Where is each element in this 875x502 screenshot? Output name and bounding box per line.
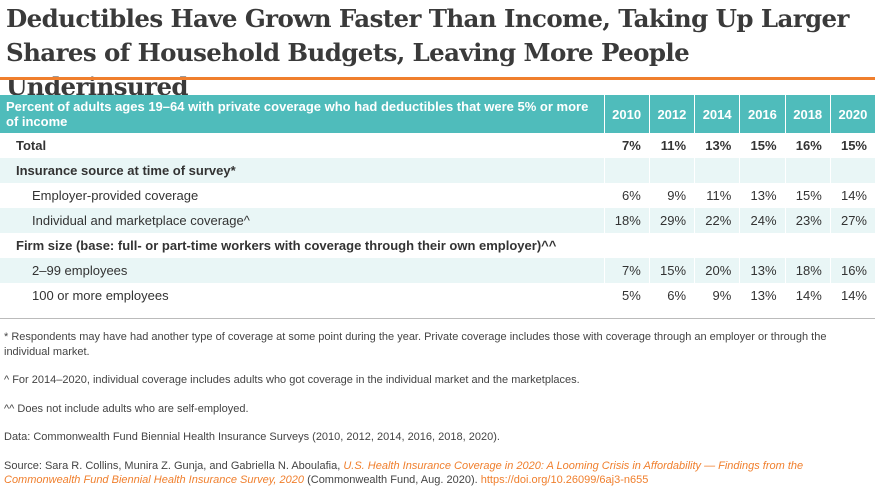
value-cell (603, 158, 650, 183)
row-label: 2–99 employees (0, 258, 604, 283)
value-cell: 15% (829, 133, 875, 158)
value-cell (739, 233, 786, 258)
value-cell: 15% (648, 258, 695, 283)
doi-link[interactable]: https://doi.org/10.26099/6aj3-n655 (480, 474, 649, 486)
footnote-2: ^ For 2014–2020, individual coverage inc… (4, 374, 580, 386)
value-cell: 24% (739, 208, 786, 233)
value-cell (694, 158, 740, 183)
value-cell: 14% (829, 183, 875, 208)
row-label: Firm size (base: full- or part-time work… (16, 238, 557, 253)
value-cell: 9% (694, 283, 740, 308)
value-cell: 13% (694, 133, 740, 158)
value-cell: 6% (603, 183, 650, 208)
year-header: 2010 (603, 95, 650, 133)
footnote-3: ^^ Does not include adults who are self-… (4, 402, 249, 415)
table-row: 2–99 employees 7% 15% 20% 13% 18% 16% (0, 258, 875, 283)
value-cell (603, 233, 650, 258)
row-label: Total (16, 138, 47, 153)
source-note: Source: Sara R. Collins, Munira Z. Gunja… (4, 459, 870, 488)
table-row: Insurance source at time of survey* (0, 158, 875, 183)
footnotes: * Respondents may have had another type … (4, 330, 870, 502)
value-cell: 15% (784, 183, 831, 208)
header-row: Percent of adults ages 19–64 with privat… (0, 95, 875, 133)
value-cell: 18% (784, 258, 831, 283)
table-row: 100 or more employees 5% 6% 9% 13% 14% 14% (0, 283, 875, 308)
row-label: Insurance source at time of survey* (0, 158, 604, 183)
chart-title: Deductibles Have Grown Faster Than Incom… (6, 2, 875, 104)
title-rule (0, 77, 875, 80)
table-row: Firm size (base: full- or part-time work… (0, 233, 875, 258)
value-cell: 23% (784, 208, 831, 233)
value-cell (784, 158, 831, 183)
value-cell (739, 158, 786, 183)
table-row: Individual and marketplace coverage^ 18% 2… (0, 208, 875, 233)
value-cell: 22% (694, 208, 740, 233)
value-cell: 13% (739, 258, 786, 283)
source-prefix: Source: Sara R. Collins, Munira Z. Gunja… (4, 459, 344, 472)
table-row: Total 7% 11% 13% 15% 16% 15% (0, 133, 875, 158)
value-cell: 5% (603, 283, 650, 308)
value-cell (829, 233, 875, 258)
value-cell: 14% (784, 283, 831, 308)
source-suffix: (Commonwealth Fund, Aug. 2020). (304, 474, 481, 486)
table-bottom-rule (0, 318, 875, 319)
value-cell (784, 233, 831, 258)
year-header: 2012 (648, 95, 695, 133)
value-cell: 7% (603, 133, 650, 158)
year-header: 2014 (694, 95, 740, 133)
value-cell: 16% (784, 133, 831, 158)
footnote-1: * Respondents may have had another type … (4, 331, 827, 358)
value-cell (829, 158, 875, 183)
value-cell (648, 158, 695, 183)
title-line-2: Shares of Household Budgets, Leaving Mor… (6, 38, 690, 101)
header-label: Percent of adults ages 19–64 with privat… (0, 95, 604, 133)
value-cell: 11% (694, 183, 740, 208)
row-label: Individual and marketplace coverage^ (0, 208, 604, 233)
value-cell: 29% (648, 208, 695, 233)
row-label: Employer-provided coverage (32, 188, 199, 203)
year-header: 2016 (739, 95, 786, 133)
data-note: Data: Commonwealth Fund Biennial Health … (4, 431, 500, 443)
value-cell: 18% (603, 208, 650, 233)
value-cell: 13% (739, 283, 786, 308)
value-cell: 20% (694, 258, 740, 283)
table-row: Employer-provided coverage 6% 9% 11% 13% 15% 1… (0, 183, 875, 208)
value-cell (648, 233, 695, 258)
value-cell: 13% (739, 183, 786, 208)
value-cell: 15% (739, 133, 786, 158)
value-cell: 6% (648, 283, 695, 308)
row-label: 100 or more employees (32, 288, 169, 303)
year-header: 2018 (784, 95, 831, 133)
value-cell: 11% (648, 133, 695, 158)
year-header: 2020 (829, 95, 875, 133)
value-cell: 7% (603, 258, 650, 283)
value-cell (694, 233, 740, 258)
value-cell: 16% (829, 258, 875, 283)
value-cell: 27% (829, 208, 875, 233)
source-title-link[interactable]: U.S. Health Insurance Coverage in 2020: … (4, 459, 804, 487)
value-cell: 14% (829, 283, 875, 308)
value-cell: 9% (648, 183, 695, 208)
title-line-1: Deductibles Have Grown Faster Than Incom… (6, 4, 849, 33)
data-table: Percent of adults ages 19–64 with privat… (0, 95, 875, 308)
